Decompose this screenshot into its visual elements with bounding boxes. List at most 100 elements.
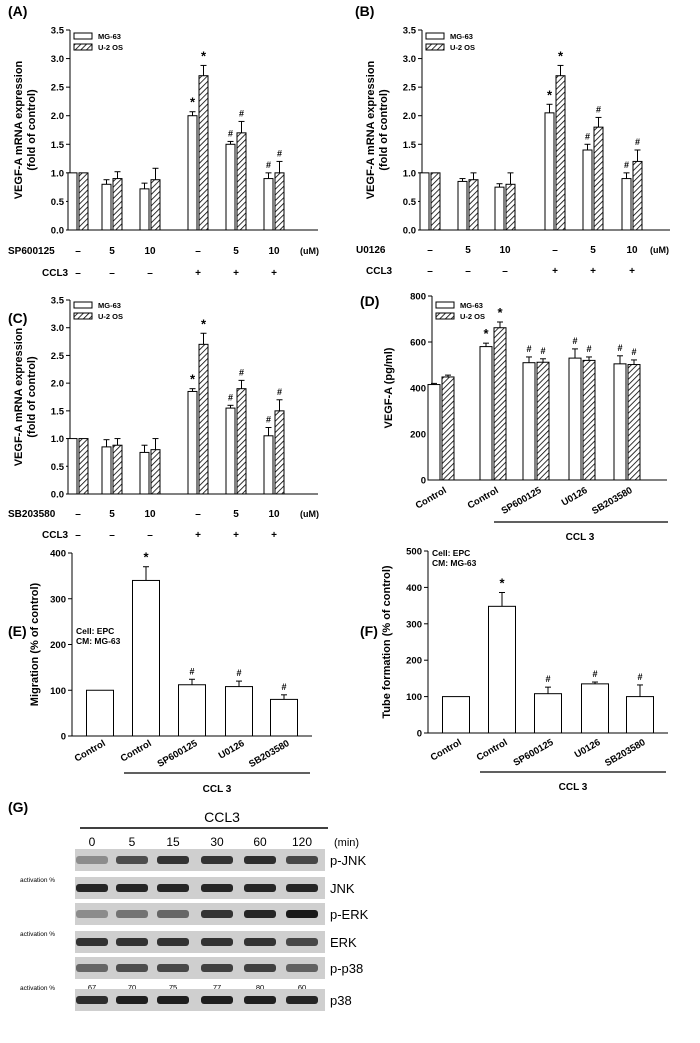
y-tick-label: 0.5 <box>51 462 65 473</box>
blot-membrane <box>75 989 325 1011</box>
ccl3-sign: – <box>75 268 81 279</box>
blot-band <box>286 938 318 946</box>
chart-panel-D: (D) 0 200 400 600 800 VEGF-A (pg/ml) * # # # * # # # MG… <box>360 292 668 543</box>
category-label: SP600125 <box>156 738 201 770</box>
activation-label: activation % <box>20 877 55 884</box>
blot-membrane <box>75 849 325 871</box>
blot-band <box>244 996 276 1004</box>
legend-label: U-2 OS <box>98 312 123 321</box>
activation-label: activation % <box>20 985 55 992</box>
treatment-dose: – <box>552 245 558 256</box>
panel-label: (E) <box>8 623 27 639</box>
bar-mg-63 <box>139 188 150 231</box>
bar-mg-63 <box>613 363 627 481</box>
panel-label: (B) <box>355 3 374 19</box>
timepoint-label: 60 <box>253 835 267 849</box>
legend-label: U-2 OS <box>460 312 485 321</box>
y-tick-label: 0.0 <box>403 226 416 237</box>
treatment-dose: 5 <box>109 246 115 257</box>
legend-label: U-2 OS <box>450 43 475 52</box>
bar-u-2-os <box>274 410 285 495</box>
significance-hash: # <box>637 672 642 682</box>
ccl3-sign: + <box>195 530 201 541</box>
timepoint-label: 5 <box>129 835 136 849</box>
ccl3-sign: + <box>271 268 277 279</box>
ccl3-sign: – <box>427 266 433 277</box>
y-tick-label: 300 <box>50 594 66 605</box>
legend-label: U-2 OS <box>98 43 123 52</box>
significance-hash: # <box>540 346 545 356</box>
ccl3-sign: – <box>502 266 508 277</box>
blot-band <box>116 964 148 972</box>
significance-star: * <box>190 95 196 110</box>
category-label: Control <box>429 737 464 763</box>
blot-membrane <box>75 903 325 925</box>
chart-panel-E: (E) 0 100 200 300 400 Migration (% of control)… <box>8 549 312 795</box>
significance-hash: # <box>585 131 590 141</box>
treatment-dose: 10 <box>626 245 638 256</box>
bar-mg-63 <box>67 172 78 231</box>
blot-band <box>201 996 233 1004</box>
treatment-label: SP600125 <box>8 246 55 257</box>
treatment-label: SB203580 <box>8 509 56 520</box>
blot-band <box>157 884 189 892</box>
bar-migration <box>270 698 298 737</box>
band-label: p38 <box>330 993 352 1008</box>
significance-hash: # <box>635 137 640 147</box>
legend-label: MG-63 <box>460 301 483 310</box>
treatment-dose: 5 <box>233 509 239 520</box>
blot-band <box>201 856 233 864</box>
blot-band <box>286 964 318 972</box>
band-label: ERK <box>330 935 357 950</box>
blot-band <box>244 938 276 946</box>
bar-migration <box>86 689 114 737</box>
bar-u-2-os <box>493 327 507 481</box>
y-tick-label: 200 <box>50 640 66 651</box>
y-tick-label: 400 <box>406 583 422 594</box>
bar-tube-formation <box>626 696 654 734</box>
ccl3-label: CCL3 <box>42 268 69 279</box>
chart-panel-A: (A) 0.0 0.5 1.0 1.5 2.0 2.5 3.0 3.5 VEGF-A mRNA e… <box>8 3 319 279</box>
activation-value: 80 <box>256 983 264 992</box>
significance-hash: # <box>545 674 550 684</box>
significance-hash: # <box>617 343 622 353</box>
y-tick-label: 400 <box>50 549 66 560</box>
time-unit: (min) <box>334 837 359 849</box>
blot-membrane <box>75 931 325 953</box>
annotation-text: Cell: EPC <box>432 548 470 558</box>
y-tick-label: 100 <box>50 686 66 697</box>
treatment-dose: – <box>195 509 201 520</box>
y-tick-label: 1.5 <box>51 406 65 417</box>
blot-band <box>244 964 276 972</box>
bar-u-2-os <box>555 75 566 231</box>
group-label: CCL 3 <box>566 532 595 543</box>
significance-hash: # <box>228 128 233 138</box>
y-tick-label: 300 <box>406 619 422 630</box>
y-tick-label: 3.5 <box>403 26 417 37</box>
treatment-dose: 10 <box>144 509 156 520</box>
y-tick-label: 0.0 <box>51 226 64 237</box>
significance-hash: # <box>596 104 601 114</box>
y-tick-label: 500 <box>406 547 422 558</box>
category-label: SP600125 <box>512 737 557 769</box>
ccl3-sign: – <box>75 530 81 541</box>
ccl3-sign: + <box>552 266 558 277</box>
timepoint-label: 30 <box>210 835 224 849</box>
significance-star: * <box>547 87 553 102</box>
blot-band <box>244 856 276 864</box>
category-label: Control <box>414 485 449 511</box>
band-label: JNK <box>330 881 355 896</box>
y-tick-label: 200 <box>410 430 426 441</box>
bar-u-2-os <box>430 172 441 231</box>
significance-hash: # <box>236 668 241 678</box>
blot-band <box>157 910 189 918</box>
blot-band <box>76 884 108 892</box>
bar-u-2-os <box>78 172 89 231</box>
y-axis-title: (fold of control) <box>26 356 38 438</box>
blot-band <box>76 964 108 972</box>
chart-panel-B: (B) 0.0 0.5 1.0 1.5 2.0 2.5 3.0 3.5 VEGF-A mRNA e… <box>355 3 670 277</box>
y-tick-label: 0.5 <box>51 197 65 208</box>
blot-band <box>157 964 189 972</box>
y-axis-title: (fold of control) <box>378 89 390 171</box>
dose-unit: (uM) <box>300 509 319 519</box>
